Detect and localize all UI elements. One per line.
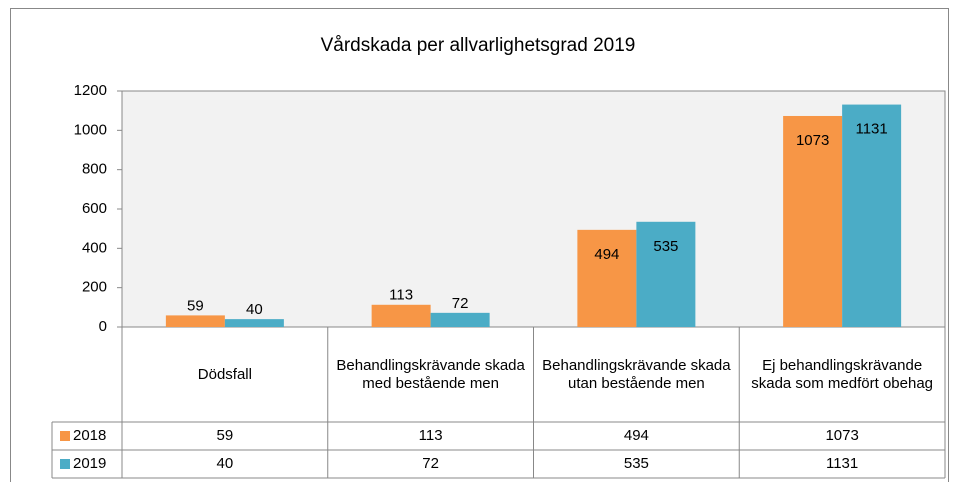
legend-key — [60, 459, 70, 469]
y-tick-label: 200 — [82, 279, 107, 296]
bar — [577, 229, 637, 327]
bar — [842, 104, 902, 327]
data-label: 72 — [452, 295, 469, 312]
data-label: 40 — [246, 301, 263, 318]
category-cell: Ej behandlingskrävande skada som medfört… — [751, 356, 934, 392]
table-value: 1073 — [825, 427, 858, 444]
table-value: 59 — [217, 427, 234, 444]
table-value: 72 — [422, 455, 439, 472]
table-value: 494 — [624, 427, 649, 444]
table-value: 1131 — [826, 455, 858, 472]
table-value: 535 — [624, 455, 649, 472]
table-value: 113 — [419, 427, 443, 444]
bar — [371, 304, 431, 327]
category-cell: Behandlingskrävande skada utan bestående… — [542, 356, 731, 392]
x-tick-label: Dödsfall — [197, 365, 252, 383]
y-tick-label: 1200 — [74, 82, 107, 99]
x-tick-label: Ej behandlingskrävande skada som medfört… — [751, 356, 934, 392]
x-tick-label: Behandlingskrävande skada utan bestående… — [542, 356, 731, 392]
data-label: 1073 — [796, 132, 829, 149]
y-tick-label: 1000 — [74, 121, 107, 138]
bar — [636, 221, 696, 327]
table-value: 40 — [217, 455, 234, 472]
bar — [430, 312, 490, 327]
category-cell: Behandlingskrävande skada med bestående … — [336, 356, 525, 392]
legend-key — [60, 431, 70, 441]
data-label: 1131 — [855, 121, 887, 138]
chart-title: Vårdskada per allvarlighetsgrad 2019 — [321, 35, 636, 56]
bar — [224, 319, 284, 327]
y-tick-label: 800 — [82, 161, 107, 178]
bar — [783, 115, 843, 327]
x-tick-label: Behandlingskrävande skada med bestående … — [336, 356, 525, 392]
y-tick-label: 600 — [82, 200, 107, 217]
y-tick-label: 0 — [99, 318, 107, 335]
bar — [165, 315, 225, 327]
category-cell: Dödsfall — [197, 365, 252, 383]
y-tick-label: 400 — [82, 239, 107, 256]
data-label: 535 — [653, 238, 678, 255]
data-label: 59 — [187, 297, 204, 314]
legend-label: 2019 — [73, 455, 106, 472]
data-label: 113 — [389, 287, 413, 304]
legend-label: 2018 — [73, 427, 106, 444]
data-label: 494 — [594, 246, 619, 263]
